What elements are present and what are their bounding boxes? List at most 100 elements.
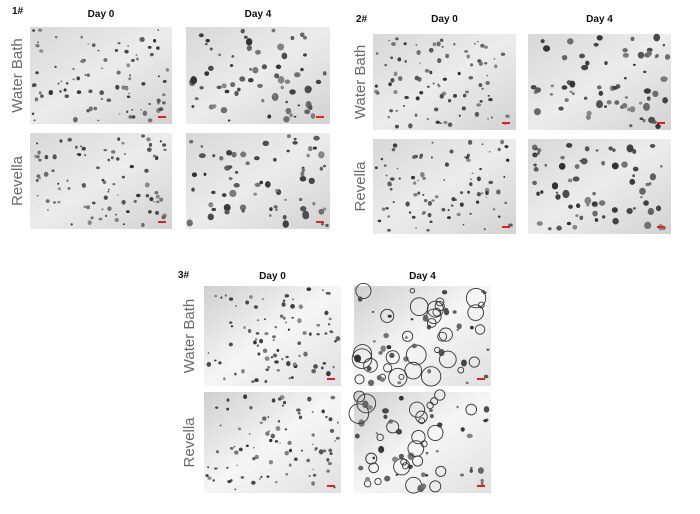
cell (560, 155, 565, 160)
cell (449, 149, 454, 154)
cell (483, 374, 489, 379)
cell (148, 102, 151, 106)
cell (394, 124, 399, 129)
cell (254, 378, 259, 383)
cell (548, 227, 552, 231)
cell (375, 52, 379, 55)
cell (306, 458, 311, 463)
cell (135, 193, 141, 198)
cell (469, 468, 473, 473)
cell (299, 32, 305, 38)
cell (328, 448, 333, 453)
cell (441, 207, 446, 212)
cell (304, 109, 311, 115)
cell (325, 223, 329, 228)
micrograph (528, 33, 671, 130)
organoid (393, 458, 411, 476)
cell (243, 35, 248, 39)
cell (156, 46, 160, 50)
micrograph-background (373, 34, 516, 130)
cell (413, 181, 417, 185)
cell (580, 157, 588, 165)
cell (477, 467, 484, 474)
cell (479, 100, 483, 103)
cell (422, 314, 429, 322)
cell (54, 65, 57, 69)
cell (646, 50, 652, 56)
cell (323, 207, 327, 211)
cell (285, 107, 292, 115)
cell (205, 42, 208, 46)
cell (572, 92, 575, 95)
cell (162, 79, 167, 83)
cell (279, 314, 284, 318)
cell (288, 377, 291, 380)
cell (439, 93, 444, 99)
cell (643, 88, 651, 94)
cell (480, 482, 484, 486)
cell (67, 137, 72, 142)
cell (414, 113, 418, 117)
cell (372, 456, 375, 460)
cell (311, 443, 314, 446)
cell (414, 75, 420, 81)
cell (411, 175, 416, 180)
cell (265, 368, 270, 372)
cell (443, 120, 448, 125)
cell (604, 105, 607, 108)
cell (276, 368, 280, 372)
cell (228, 177, 233, 181)
cell (426, 228, 430, 232)
cell (648, 116, 656, 124)
cell (48, 90, 54, 96)
cell (98, 217, 103, 221)
cell (136, 57, 139, 61)
cell (378, 445, 385, 454)
cell (325, 291, 329, 295)
cell (464, 90, 470, 94)
cell (84, 74, 87, 76)
cell (234, 450, 239, 455)
cell (316, 333, 320, 336)
cell (274, 440, 279, 443)
cell (230, 325, 234, 328)
cell (79, 145, 83, 148)
cell (198, 33, 204, 38)
cell (267, 416, 270, 418)
cell (596, 100, 604, 109)
cell (59, 139, 63, 143)
cell (466, 433, 473, 439)
cell (311, 411, 314, 413)
cell (297, 104, 301, 107)
cell (105, 214, 108, 217)
cell (326, 371, 331, 377)
cell (403, 42, 407, 46)
cell (292, 298, 295, 301)
cell (431, 199, 435, 202)
organoid (409, 401, 426, 418)
cell (91, 201, 96, 205)
cell (536, 221, 543, 226)
cell (504, 144, 509, 149)
cell (253, 446, 255, 449)
organoid (434, 346, 441, 354)
cell (238, 447, 243, 452)
cell (57, 182, 60, 185)
cell (533, 167, 539, 172)
cell (252, 67, 259, 74)
cell (434, 195, 439, 199)
cell (408, 211, 412, 214)
cell (439, 122, 442, 124)
cell (485, 190, 489, 196)
cell (313, 364, 318, 369)
cell (102, 180, 107, 184)
cell (153, 201, 155, 203)
cell (435, 450, 439, 453)
cell (584, 146, 590, 152)
cell (301, 168, 305, 173)
cell (473, 42, 477, 45)
column-heading: Day 4 (245, 9, 272, 20)
organoid (407, 440, 425, 457)
cell (362, 400, 369, 409)
